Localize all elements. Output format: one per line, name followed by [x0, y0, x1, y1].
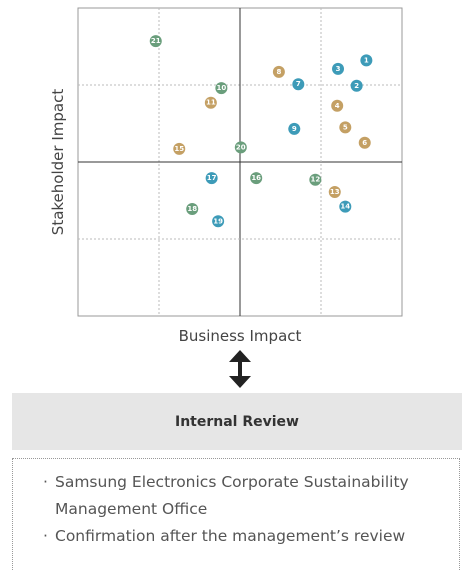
point — [331, 99, 344, 112]
point — [186, 202, 199, 215]
point-label: 5 — [343, 123, 348, 131]
point-label: 21 — [151, 37, 161, 45]
point — [215, 82, 228, 95]
point-label: 8 — [276, 68, 281, 76]
review-title: Internal Review — [12, 393, 462, 450]
review-item: Confirmation after the management’s revi… — [43, 523, 439, 550]
point — [350, 79, 363, 92]
point — [339, 200, 352, 213]
point-label: 17 — [207, 174, 217, 182]
point — [328, 186, 341, 199]
point — [332, 62, 345, 75]
point-label: 12 — [310, 176, 320, 184]
point — [149, 35, 162, 48]
review-item: Samsung Electronics Corporate Sustainabi… — [43, 469, 439, 523]
point-label: 9 — [292, 125, 297, 133]
point — [339, 121, 352, 134]
point — [173, 142, 186, 155]
point-label: 13 — [330, 188, 340, 196]
point — [212, 215, 225, 228]
point — [272, 65, 285, 78]
review-list: Samsung Electronics Corporate Sustainabi… — [12, 458, 460, 570]
chart: Business Impact Stakeholder Impact 12345… — [49, 7, 403, 388]
point — [288, 122, 301, 135]
x-axis-label: Business Impact — [179, 327, 302, 345]
y-axis-label: Stakeholder Impact — [49, 89, 67, 236]
double-arrow — [229, 350, 251, 388]
point — [309, 173, 322, 186]
point-label: 4 — [335, 102, 340, 110]
point-label: 3 — [336, 65, 341, 73]
point-label: 18 — [187, 205, 197, 213]
point — [234, 141, 247, 154]
point — [205, 172, 218, 185]
grid — [78, 8, 402, 316]
point — [292, 78, 305, 91]
point — [360, 54, 373, 67]
point-label: 1 — [364, 56, 369, 64]
point-label: 10 — [216, 84, 226, 92]
point — [204, 96, 217, 109]
point-label: 11 — [206, 99, 216, 107]
point-label: 15 — [174, 145, 184, 153]
point-label: 2 — [354, 82, 359, 90]
point-label: 16 — [251, 174, 261, 182]
point-label: 7 — [296, 80, 301, 88]
point-label: 19 — [213, 217, 223, 225]
point-label: 20 — [236, 143, 246, 151]
point — [250, 172, 263, 185]
point-label: 6 — [362, 139, 367, 147]
point-label: 14 — [340, 203, 350, 211]
point — [358, 136, 371, 149]
